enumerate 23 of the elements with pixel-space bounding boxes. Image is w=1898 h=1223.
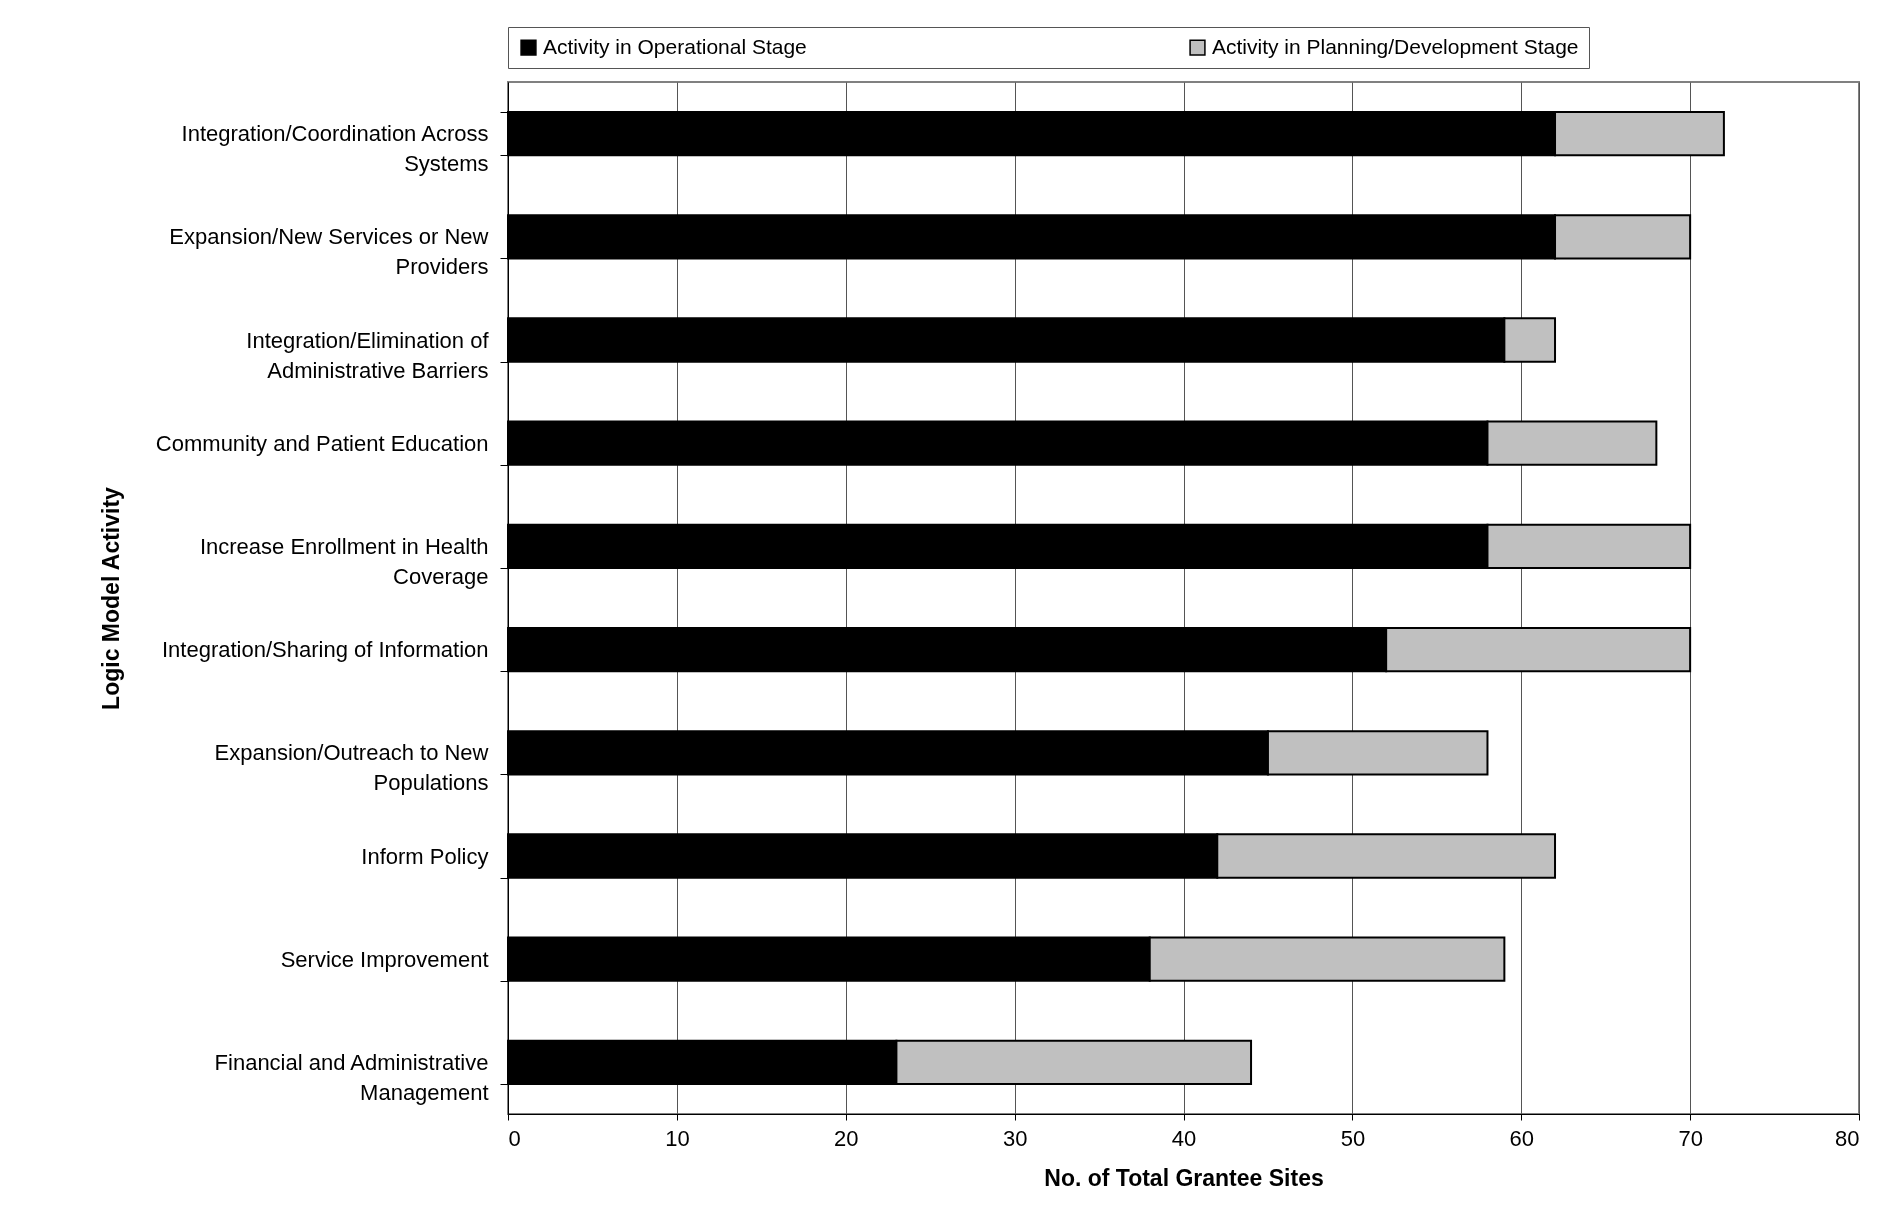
y-tick-label: Increase Enrollment in Health Coverage: [199, 533, 489, 589]
y-tick-label: Service Improvement: [280, 946, 489, 972]
legend-label: Activity in Operational Stage: [543, 34, 807, 58]
x-tick-label: 80: [1835, 1125, 1860, 1151]
legend-label: Activity in Planning/Development Stage: [1212, 34, 1579, 58]
y-tick-label: Integration/Coordination Across Systems: [181, 121, 489, 177]
y-axis-title: Logic Model Activity: [97, 486, 124, 710]
y-tick-label: Expansion/Outreach to New Populations: [214, 740, 489, 796]
y-tick-label: Community and Patient Education: [155, 430, 489, 456]
x-tick-label: 20: [834, 1125, 859, 1151]
x-axis-title: No. of Total Grantee Sites: [1044, 1164, 1324, 1191]
x-tick-label: 50: [1340, 1125, 1366, 1151]
x-tick-label: 0: [508, 1125, 521, 1151]
x-tick-label: 70: [1678, 1125, 1703, 1151]
y-tick-label: Expansion/New Services or New Providers: [169, 224, 489, 280]
y-tick-label: Integration/Sharing of Information: [161, 637, 489, 663]
x-tick-label: 60: [1509, 1125, 1534, 1151]
y-tick-label: Inform Policy: [361, 843, 489, 869]
y-tick-label: Financial and Administrative Management: [214, 1049, 489, 1105]
x-tick-label: 30: [1002, 1125, 1028, 1151]
x-tick-label: 40: [1171, 1125, 1197, 1151]
y-tick-label: Integration/Elimination of Administrative Barriers: [246, 327, 490, 383]
x-tick-label: 10: [665, 1125, 690, 1151]
